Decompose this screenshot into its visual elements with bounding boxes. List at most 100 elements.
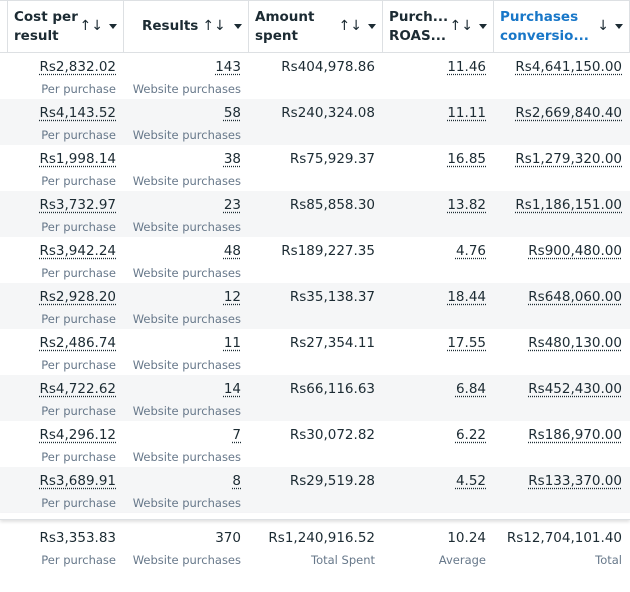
results-value[interactable]: 143 <box>215 59 241 75</box>
roas-value[interactable]: 16.85 <box>447 151 486 167</box>
cost-sub: Per purchase <box>41 82 116 96</box>
spent-cell: Rs66,116.63 <box>249 375 383 421</box>
results-value[interactable]: 8 <box>232 473 241 489</box>
results-cell: 12 Website purchases <box>124 283 249 329</box>
spent-cell: Rs35,138.37 <box>249 283 383 329</box>
conversion-value[interactable]: Rs1,279,320.00 <box>515 151 622 167</box>
table-header: Cost per result ↑↓ Results ↑↓ Amount spent… <box>0 0 630 53</box>
roas-value[interactable]: 17.55 <box>447 335 486 351</box>
results-value[interactable]: 58 <box>223 105 241 121</box>
spent-cell: Rs85,858.30 <box>249 191 383 237</box>
spent-value: Rs404,978.86 <box>281 59 375 75</box>
results-cell: 143 Website purchases <box>124 53 249 99</box>
conversion-value[interactable]: Rs900,480.00 <box>528 243 622 259</box>
conversion-cell: Rs452,430.00 <box>494 375 630 421</box>
cost-value[interactable]: Rs4,296.12 <box>39 427 116 443</box>
table-row: Rs2,832.02 Per purchase 143 Website purcha… <box>0 53 630 99</box>
column-header-amount-spent[interactable]: Amount spent ↑↓ <box>249 1 383 52</box>
results-sub: Website purchases <box>132 358 241 372</box>
roas-value[interactable]: 11.46 <box>447 59 486 75</box>
cost-value[interactable]: Rs3,689.91 <box>39 473 116 489</box>
results-value[interactable]: 7 <box>232 427 241 443</box>
roas-cell: 6.22 <box>383 421 494 467</box>
roas-value[interactable]: 6.84 <box>455 381 486 397</box>
sort-both-icon[interactable]: ↑↓ <box>79 18 103 34</box>
roas-value[interactable]: 18.44 <box>447 289 486 305</box>
conversion-value[interactable]: Rs452,430.00 <box>528 381 622 397</box>
conversion-value[interactable]: Rs480,130.00 <box>528 335 622 351</box>
spent-value: Rs189,227.35 <box>281 243 375 259</box>
results-sub: Website purchases <box>132 128 241 142</box>
results-value[interactable]: 38 <box>223 151 241 167</box>
conversion-value[interactable]: Rs186,970.00 <box>528 427 622 443</box>
results-value[interactable]: 14 <box>223 381 241 397</box>
column-header-purchase-roas[interactable]: Purch... ROAS... ↑↓ <box>383 1 494 52</box>
table-row: Rs3,942.24 Per purchase 48 Website purchas… <box>0 237 630 283</box>
table-footer: Rs3,353.83 Per purchase 370 Website purcha… <box>0 520 630 580</box>
results-value[interactable]: 11 <box>223 335 241 351</box>
column-label: Results <box>142 18 199 34</box>
cost-value[interactable]: Rs4,143.52 <box>39 105 116 121</box>
results-value[interactable]: 12 <box>223 289 241 305</box>
conversion-value[interactable]: Rs133,370.00 <box>528 473 622 489</box>
sort-both-icon[interactable]: ↑↓ <box>202 18 226 34</box>
dropdown-caret-icon[interactable] <box>109 24 117 29</box>
conversion-value[interactable]: Rs2,669,840.40 <box>515 105 622 121</box>
roas-cell: 13.82 <box>383 191 494 237</box>
results-cell: 23 Website purchases <box>124 191 249 237</box>
conversion-value[interactable]: Rs648,060.00 <box>528 289 622 305</box>
dropdown-caret-icon[interactable] <box>479 24 487 29</box>
results-value[interactable]: 48 <box>223 243 241 259</box>
results-sub: Website purchases <box>132 312 241 326</box>
conversion-value[interactable]: Rs4,641,150.00 <box>515 59 622 75</box>
cost-value[interactable]: Rs2,832.02 <box>39 59 116 75</box>
roas-value[interactable]: 4.76 <box>455 243 486 259</box>
spent-value: Rs75,929.37 <box>289 151 375 167</box>
cost-value[interactable]: Rs1,998.14 <box>39 151 116 167</box>
results-sub: Website purchases <box>132 404 241 418</box>
column-header-cost-per-result[interactable]: Cost per result ↑↓ <box>8 1 124 52</box>
cost-value[interactable]: Rs3,732.97 <box>39 197 116 213</box>
roas-cell: 16.85 <box>383 145 494 191</box>
sort-both-icon[interactable]: ↑↓ <box>338 18 362 34</box>
results-cell: 11 Website purchases <box>124 329 249 375</box>
roas-value[interactable]: 11.11 <box>447 105 486 121</box>
cost-value[interactable]: Rs2,928.20 <box>39 289 116 305</box>
conversion-cell: Rs133,370.00 <box>494 467 630 513</box>
dropdown-caret-icon[interactable] <box>368 24 376 29</box>
column-header-results[interactable]: Results ↑↓ <box>124 1 249 52</box>
results-sub: Website purchases <box>132 266 241 280</box>
footer-results: 370 Website purchases <box>132 530 241 567</box>
conversion-value[interactable]: Rs1,186,151.00 <box>515 197 622 213</box>
table-body: Rs2,832.02 Per purchase 143 Website purcha… <box>0 53 630 513</box>
roas-value[interactable]: 4.52 <box>455 473 486 489</box>
spent-cell: Rs27,354.11 <box>249 329 383 375</box>
roas-cell: 17.55 <box>383 329 494 375</box>
table-row: Rs1,998.14 Per purchase 38 Website purchas… <box>0 145 630 191</box>
roas-cell: 11.11 <box>383 99 494 145</box>
cost-value[interactable]: Rs3,942.24 <box>39 243 116 259</box>
roas-value[interactable]: 6.22 <box>455 427 486 443</box>
cost-value[interactable]: Rs4,722.62 <box>39 381 116 397</box>
cost-sub: Per purchase <box>41 174 116 188</box>
cost-sub: Per purchase <box>41 220 116 234</box>
sort-down-icon[interactable]: ↓ <box>597 18 609 34</box>
spent-cell: Rs189,227.35 <box>249 237 383 283</box>
conversion-cell: Rs1,186,151.00 <box>494 191 630 237</box>
cost-sub: Per purchase <box>41 404 116 418</box>
results-sub: Website purchases <box>132 450 241 464</box>
conversion-cell: Rs900,480.00 <box>494 237 630 283</box>
column-header-purchases-conversion[interactable]: Purchases conversio... ↓ <box>494 1 630 52</box>
results-value[interactable]: 23 <box>223 197 241 213</box>
footer-conversion: Rs12,704,101.40 Total <box>506 530 622 567</box>
dropdown-caret-icon[interactable] <box>234 24 242 29</box>
cost-cell: Rs3,689.91 Per purchase <box>8 467 124 513</box>
sort-both-icon[interactable]: ↑↓ <box>449 18 473 34</box>
cost-value[interactable]: Rs2,486.74 <box>39 335 116 351</box>
conversion-cell: Rs2,669,840.40 <box>494 99 630 145</box>
roas-value[interactable]: 13.82 <box>447 197 486 213</box>
cost-sub: Per purchase <box>41 266 116 280</box>
dropdown-caret-icon[interactable] <box>615 24 623 29</box>
spent-value: Rs35,138.37 <box>289 289 375 305</box>
table-row: Rs3,732.97 Per purchase 23 Website purchas… <box>0 191 630 237</box>
